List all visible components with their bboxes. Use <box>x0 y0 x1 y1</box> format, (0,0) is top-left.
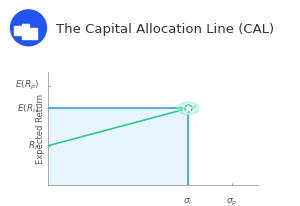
Circle shape <box>177 102 199 115</box>
FancyBboxPatch shape <box>22 24 29 39</box>
FancyBboxPatch shape <box>14 26 21 35</box>
Text: $\sigma_p$: $\sigma_p$ <box>226 197 238 206</box>
Text: $R_f$: $R_f$ <box>28 139 40 152</box>
Text: $\sigma_i$: $\sigma_i$ <box>183 197 193 206</box>
Text: $E(R_p)$: $E(R_p)$ <box>15 79 40 92</box>
Y-axis label: Expected Return: Expected Return <box>36 94 45 164</box>
Text: The Capital Allocation Line (CAL): The Capital Allocation Line (CAL) <box>56 23 274 36</box>
Polygon shape <box>48 108 188 185</box>
Circle shape <box>11 10 46 46</box>
Text: $E(R_i)$: $E(R_i)$ <box>17 102 40 115</box>
FancyBboxPatch shape <box>30 28 37 39</box>
